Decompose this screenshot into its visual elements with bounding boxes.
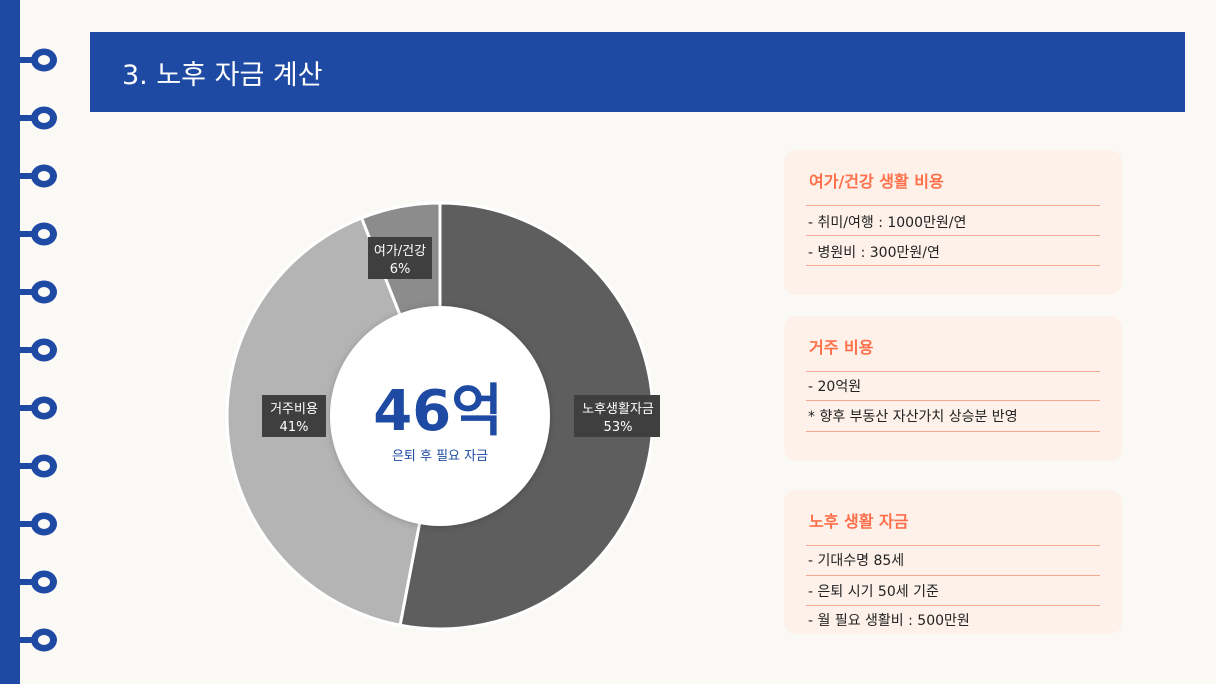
card-item: - 취미/여행 : 1000만원/연: [808, 215, 967, 231]
card-title: 거주 비용: [809, 338, 874, 357]
slide-title: 3. 노후 자금 계산: [122, 59, 323, 91]
slice-label: 거주비용: [270, 402, 318, 417]
card-item: - 병원비 : 300만원/연: [808, 245, 940, 261]
divider: [806, 265, 1100, 266]
card-item: - 20억원: [808, 379, 862, 395]
binding-ring-icon: [0, 454, 57, 478]
divider: [806, 205, 1100, 206]
slice-label-box: [574, 395, 660, 437]
binding-ring-icon: [0, 222, 57, 246]
card-item: - 기대수명 85세: [808, 553, 905, 569]
binding-ring-icon: [0, 338, 57, 362]
binding-ring-icon: [0, 570, 57, 594]
card-title: 노후 생활 자금: [809, 512, 909, 531]
divider: [806, 400, 1100, 401]
slice-label-box: [262, 395, 326, 437]
slice-percent-label: 6%: [390, 262, 411, 277]
binding-ring-icon: [0, 628, 57, 652]
binding-ring-icon: [0, 396, 57, 420]
donut-chart: 46억 은퇴 후 필요 자금 노후생활자금 53% 거주비용 41% 여가/건강 6%: [225, 201, 660, 631]
card-living-funds: 노후 생활 자금 - 기대수명 85세 - 은퇴 시기 50세 기준 - 월 필…: [784, 490, 1122, 634]
slide-header: 3. 노후 자금 계산: [90, 32, 1185, 112]
donut-hole: [330, 306, 550, 526]
center-caption: 은퇴 후 필요 자금: [392, 449, 488, 464]
slice-percent-label: 41%: [280, 420, 309, 435]
binding-ring-icon: [0, 280, 57, 304]
slice-label: 여가/건강: [374, 244, 426, 259]
card-item: - 은퇴 시기 50세 기준: [808, 584, 939, 600]
card-title: 여가/건강 생활 비용: [809, 172, 944, 191]
center-value: 46억: [373, 379, 502, 444]
slice-percent-label: 53%: [604, 420, 633, 435]
notebook-binding: [0, 0, 20, 684]
card-housing: 거주 비용 - 20억원 * 향후 부동산 자산가치 상승분 반영: [784, 316, 1122, 461]
card-item: * 향후 부동산 자산가치 상승분 반영: [808, 409, 1018, 425]
divider: [806, 371, 1100, 372]
divider: [806, 235, 1100, 236]
binding-ring-icon: [0, 164, 57, 188]
binding-ring-icon: [0, 512, 57, 536]
card-leisure-health: 여가/건강 생활 비용 - 취미/여행 : 1000만원/연 - 병원비 : 3…: [784, 150, 1122, 295]
binding-ring-icon: [0, 48, 57, 72]
divider: [806, 431, 1100, 432]
binding-ring-icon: [0, 106, 57, 130]
card-item: - 월 필요 생활비 : 500만원: [808, 613, 970, 629]
slice-label-box: [368, 237, 432, 279]
divider: [806, 545, 1100, 546]
slice-label: 노후생활자금: [582, 402, 654, 417]
divider: [806, 605, 1100, 606]
divider: [806, 575, 1100, 576]
